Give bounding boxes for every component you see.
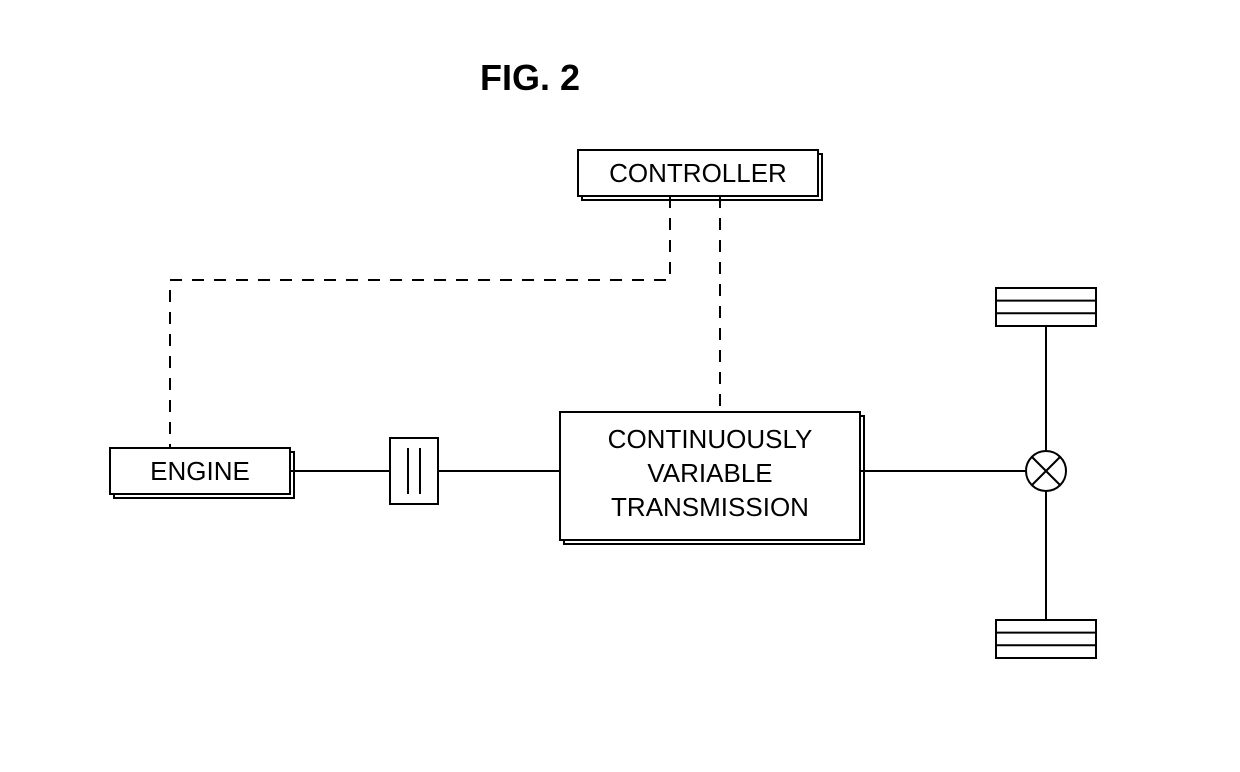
cvt-label-2: VARIABLE <box>647 458 772 488</box>
wheel-top-node <box>996 288 1096 326</box>
figure-title: FIG. 2 <box>480 57 580 98</box>
cvt-node: CONTINUOUSLY VARIABLE TRANSMISSION <box>560 412 864 544</box>
wheel-bottom-node <box>996 620 1096 658</box>
engine-node: ENGINE <box>110 448 294 498</box>
cvt-label-1: CONTINUOUSLY <box>608 424 813 454</box>
differential-node <box>1026 451 1066 491</box>
controller-label: CONTROLLER <box>609 158 787 188</box>
engine-label: ENGINE <box>150 456 250 486</box>
diagram-canvas: FIG. 2 CONTROLLER ENGINE CONTINUOUSLY VA… <box>0 0 1240 772</box>
dashed-connectors <box>170 196 720 448</box>
coupling-node <box>390 438 438 504</box>
controller-node: CONTROLLER <box>578 150 822 200</box>
cvt-label-3: TRANSMISSION <box>611 492 809 522</box>
